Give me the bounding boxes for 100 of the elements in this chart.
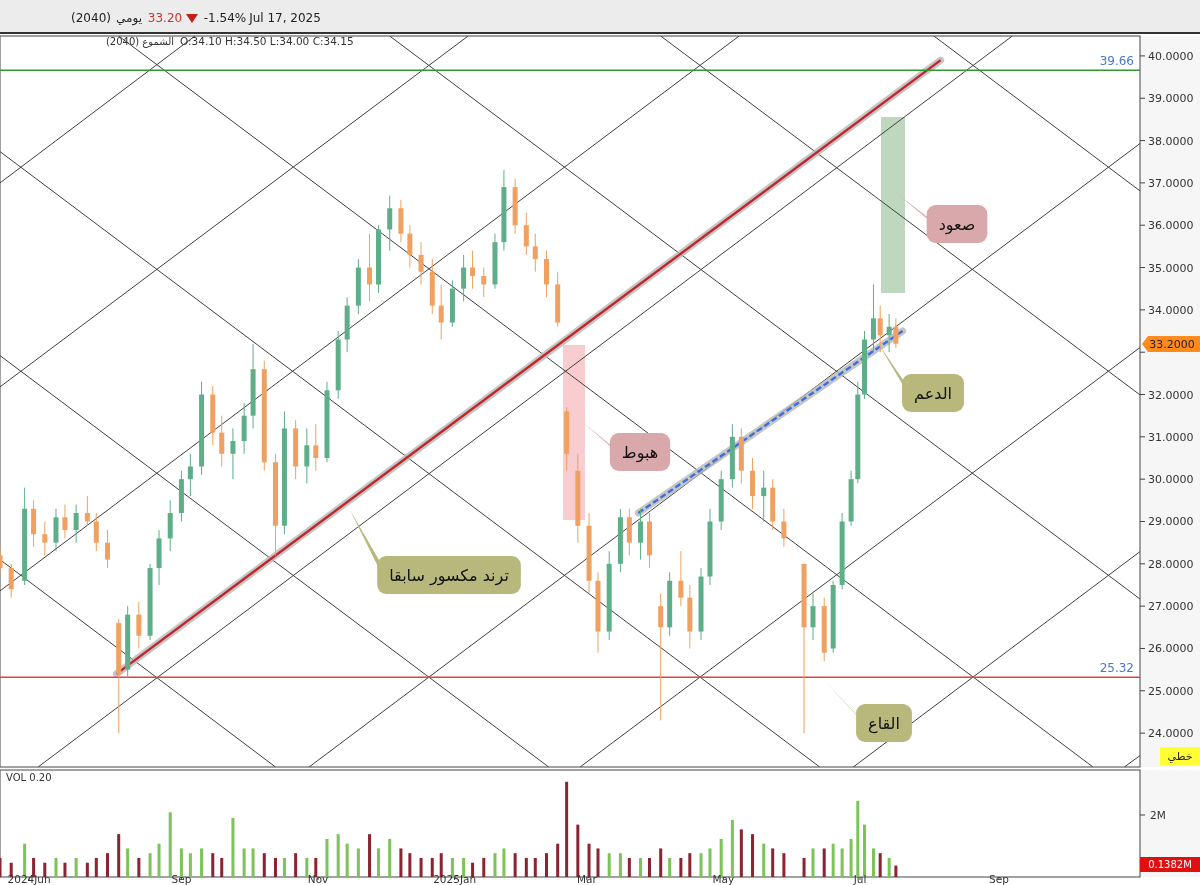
bar: [894, 865, 898, 877]
y-tick-label: 24.0000: [1148, 727, 1194, 741]
candlestick: [638, 508, 644, 561]
candlestick: [781, 508, 787, 548]
candlestick: [523, 212, 529, 256]
bar: [840, 848, 844, 877]
y-tick-label: 30.0000: [1148, 473, 1194, 487]
bar: [533, 857, 537, 877]
candlestick: [42, 521, 48, 556]
text: (2040): [71, 11, 111, 25]
bar: [399, 848, 403, 877]
candlestick: [136, 601, 142, 649]
bar: [388, 838, 392, 877]
annotation: ترند مكسور سابقا: [389, 566, 509, 586]
candlestick: [678, 550, 684, 607]
candlestick: [62, 504, 68, 539]
bar: [168, 812, 172, 877]
bar: [74, 857, 78, 877]
annotation: الدعم: [914, 384, 952, 403]
bar: [782, 853, 786, 877]
bar: [688, 853, 692, 877]
bar: [771, 848, 775, 877]
bar: [408, 853, 412, 877]
price-tag: 33.2000: [1142, 336, 1200, 352]
bar: [576, 824, 580, 877]
bar: [251, 848, 255, 877]
bar: [618, 853, 622, 877]
candlestick: [8, 563, 14, 599]
bar: [231, 817, 235, 877]
bar: [262, 853, 266, 877]
annotation: VOL 0.20: [6, 772, 52, 783]
bar: [887, 857, 891, 877]
y-tick-label: 39.0000: [1148, 92, 1194, 106]
candlestick: [105, 529, 111, 569]
y-tick-label: 31.0000: [1148, 430, 1194, 444]
bar: [282, 857, 286, 877]
y-tick-label: 27.0000: [1148, 600, 1194, 614]
y-tick-label: 32.0000: [1148, 388, 1194, 402]
candlestick: [886, 313, 892, 353]
bar: [822, 848, 826, 877]
bar: [106, 853, 110, 877]
bar: [565, 781, 569, 877]
candlestick: [438, 283, 444, 340]
candlestick: [219, 415, 225, 467]
bar: [220, 857, 224, 877]
bar: [482, 857, 486, 877]
bar: [148, 853, 152, 877]
bar: [659, 848, 663, 877]
candlestick: [387, 195, 393, 252]
text: Jul 17, 2025: [248, 11, 321, 25]
x-tick-label: Sep: [171, 873, 192, 885]
y-tick-label: 35.0000: [1148, 261, 1194, 275]
candlestick: [407, 224, 413, 269]
y-tick-label: 36.0000: [1148, 219, 1194, 233]
bar: [699, 853, 703, 877]
bar: [751, 834, 755, 877]
y-tick-label: 34.0000: [1148, 303, 1194, 317]
bar: [849, 838, 853, 877]
bar: [117, 834, 121, 877]
x-tick-label: Nov: [307, 873, 329, 885]
text: خطي: [1167, 750, 1193, 763]
candlestick: [481, 267, 487, 298]
bar: [802, 857, 806, 877]
bar: [708, 848, 712, 877]
bar: [137, 857, 141, 877]
candlestick: [461, 254, 467, 302]
candlestick: [418, 241, 424, 285]
annotation: هبوط: [621, 443, 659, 463]
y-tick-label: 38.0000: [1148, 134, 1194, 148]
candlestick: [470, 250, 476, 290]
candlestick: [870, 283, 876, 353]
text: 33.20: [147, 11, 183, 25]
candlestick: [304, 427, 310, 484]
bar: [471, 862, 475, 877]
bar: [524, 857, 528, 877]
bar: [211, 853, 215, 877]
bar: [85, 862, 89, 877]
bar: [648, 857, 652, 877]
candlestick: [84, 495, 90, 527]
bar: [730, 819, 734, 877]
bar: [627, 857, 631, 877]
text: يومي: [116, 11, 142, 26]
bar: [377, 848, 381, 877]
annotation: صعود: [938, 215, 976, 235]
candlestick: [877, 305, 883, 353]
bar: [325, 838, 329, 877]
bar: [63, 862, 67, 877]
candlestick: [230, 427, 236, 480]
bar: [314, 857, 318, 877]
x-tick-label: May: [712, 873, 735, 885]
bar: [273, 857, 277, 877]
candlestick: [313, 423, 319, 472]
bar: [639, 857, 643, 877]
bar: [32, 857, 36, 877]
candlestick: [367, 233, 373, 302]
bar: [607, 853, 611, 877]
text: 2M: [1150, 809, 1166, 821]
bar: [54, 857, 58, 877]
bar: [462, 857, 466, 877]
bar: [345, 843, 349, 877]
